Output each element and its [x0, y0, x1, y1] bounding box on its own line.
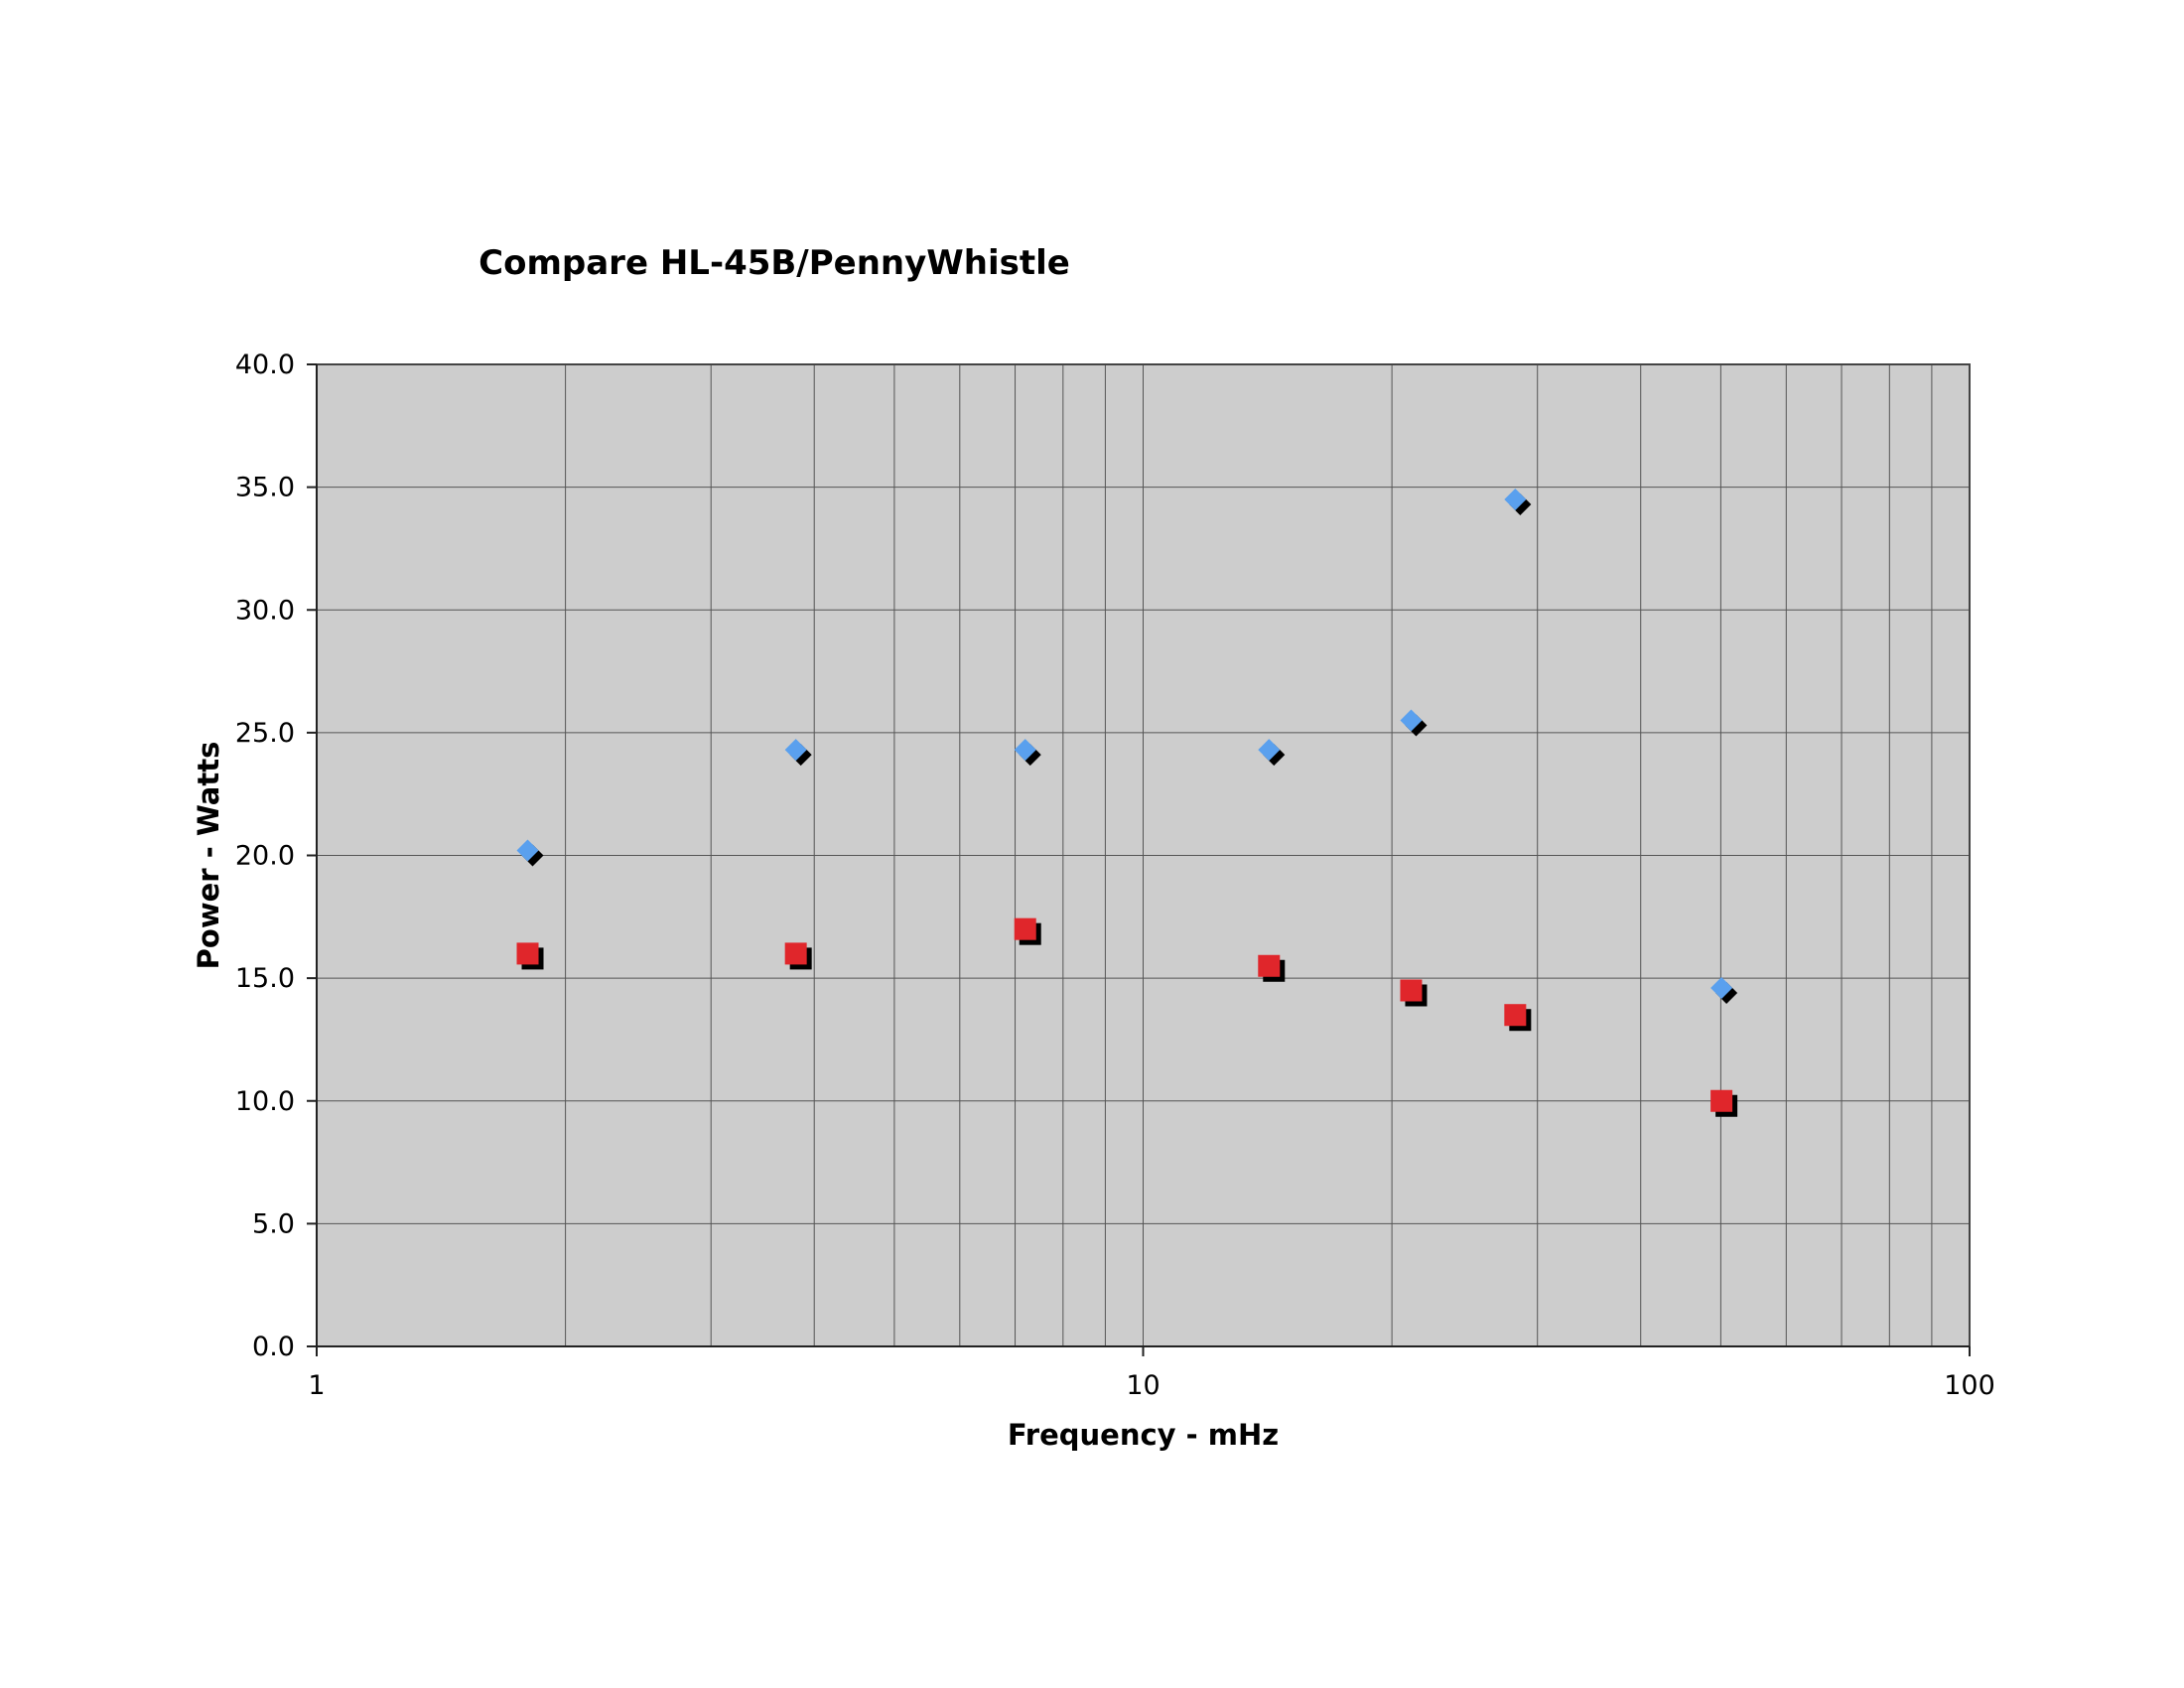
data-point-diamond	[1504, 488, 1527, 510]
data-point-square	[1504, 1004, 1527, 1027]
y-tick-label: 5.0	[252, 1208, 295, 1239]
y-axis-title: Power - Watts	[192, 742, 225, 970]
y-tick-label: 0.0	[252, 1332, 295, 1362]
x-tick-label: 100	[1944, 1370, 1995, 1401]
y-tick-label: 40.0	[235, 350, 295, 380]
y-tick-label: 35.0	[235, 473, 295, 503]
data-point-square	[784, 942, 807, 965]
data-point-diamond	[1710, 977, 1733, 1000]
data-point-diamond	[1258, 739, 1281, 762]
data-point-square	[1014, 917, 1036, 940]
y-tick-label: 15.0	[235, 963, 295, 994]
x-tick-label: 10	[1126, 1370, 1160, 1401]
y-tick-label: 30.0	[235, 595, 295, 626]
y-tick-label: 10.0	[235, 1086, 295, 1117]
data-point-square	[1258, 954, 1281, 977]
y-tick-label: 20.0	[235, 841, 295, 872]
data-point-diamond	[1400, 709, 1423, 732]
data-point-square	[516, 942, 539, 965]
grid-lines	[317, 363, 1970, 1347]
y-tick-label: 25.0	[235, 718, 295, 749]
x-tick-label: 1	[308, 1370, 325, 1401]
chart-title: Compare HL-45B/PennyWhistle	[478, 243, 1070, 283]
data-point-diamond	[516, 839, 539, 862]
x-axis-title: Frequency - mHz	[1008, 1418, 1279, 1452]
data-point-diamond	[1014, 739, 1036, 762]
tick-labels: 0.0 5.0 10.0 15.0 20.0 25.0 30.0 35.0 40.0 1 10 100	[235, 350, 1995, 1401]
data-point-square	[1710, 1089, 1733, 1112]
data-points	[516, 488, 1738, 1117]
data-point-diamond	[784, 739, 807, 762]
data-point-square	[1400, 979, 1423, 1002]
